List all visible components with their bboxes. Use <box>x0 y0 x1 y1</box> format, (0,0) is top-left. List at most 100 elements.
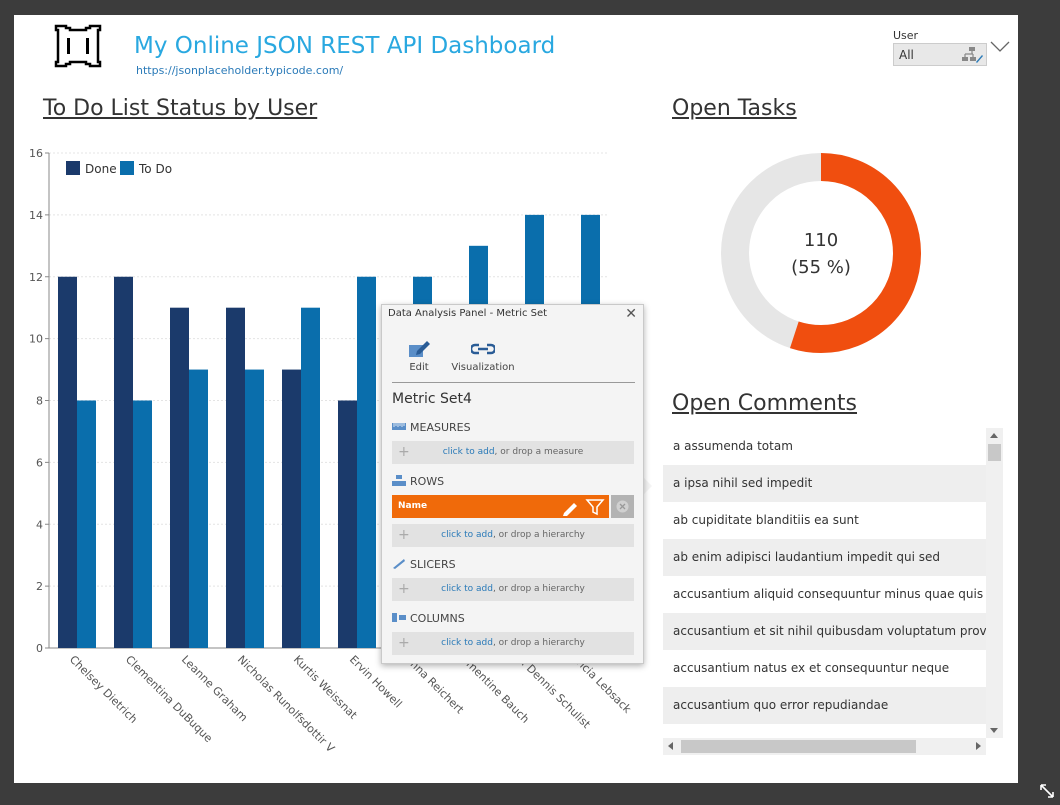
comments-list: a assumenda totam a ipsa nihil sed imped… <box>663 428 986 728</box>
rows-section-label: ROWS <box>392 475 444 488</box>
open-tasks-value: 110 <box>803 230 839 251</box>
x-tick-label: Nicholas Runolfsdottir V <box>235 653 337 755</box>
visualization-button[interactable]: Visualization <box>450 339 516 373</box>
columns-label: COLUMNS <box>410 612 465 625</box>
row-item-chip[interactable]: Name <box>392 495 609 518</box>
pencil-icon <box>563 503 577 516</box>
bar-done <box>114 276 133 648</box>
bar-to-do <box>357 276 376 648</box>
click-to-add-link[interactable]: click to add <box>442 447 495 457</box>
open-tasks-donut <box>721 153 921 353</box>
edit-button[interactable]: Edit <box>404 339 434 373</box>
user-filter-value: All <box>899 48 914 62</box>
click-to-add-link[interactable]: click to add <box>441 638 493 648</box>
drop-hint: , or drop a hierarchy <box>492 584 585 594</box>
list-item[interactable]: ab enim adipisci laudantium impedit qui … <box>663 539 986 576</box>
scroll-right-icon[interactable] <box>976 742 981 750</box>
panel-title: Data Analysis Panel - Metric Set <box>388 308 548 319</box>
panel-divider <box>392 382 635 383</box>
rows-drop-zone[interactable]: + click to add, or drop a hierarchy <box>392 524 634 547</box>
visualization-label: Visualization <box>451 362 515 373</box>
measures-section-label: MEASURES <box>392 421 471 434</box>
y-tick-label: 14 <box>29 209 43 222</box>
bar-done <box>226 307 245 648</box>
expand-icon[interactable] <box>1040 784 1054 798</box>
measures-drop-zone[interactable]: + click to add, or drop a measure <box>392 441 634 464</box>
scroll-thumb[interactable] <box>988 444 1001 461</box>
chevron-down-icon[interactable] <box>990 41 1010 53</box>
add-icon[interactable]: + <box>398 527 410 543</box>
api-logo-icon <box>54 24 102 68</box>
scroll-thumb[interactable] <box>681 740 916 753</box>
bar-done <box>170 307 189 648</box>
click-to-add-link[interactable]: click to add <box>441 530 493 540</box>
add-icon[interactable]: + <box>398 635 410 651</box>
measures-label: MEASURES <box>410 421 471 434</box>
drop-hint: , or drop a measure <box>494 447 584 457</box>
comments-horizontal-scrollbar[interactable] <box>663 738 986 755</box>
y-tick-label: 12 <box>29 271 43 284</box>
comments-vertical-scrollbar[interactable] <box>986 428 1003 738</box>
y-tick-label: 0 <box>36 642 43 655</box>
bar-to-do <box>77 400 96 648</box>
open-tasks-percent: (55 %) <box>791 257 851 278</box>
slicers-icon <box>393 559 405 569</box>
scroll-up-icon[interactable] <box>990 433 998 438</box>
legend-label: To Do <box>138 162 172 176</box>
add-icon[interactable]: + <box>398 581 410 597</box>
add-icon[interactable]: + <box>398 444 410 460</box>
y-tick-label: 16 <box>29 147 43 160</box>
y-tick-label: 10 <box>29 333 43 346</box>
drop-hint: , or drop a hierarchy <box>492 530 585 540</box>
list-item[interactable]: accusantium et sit nihil quibusdam volup… <box>663 613 986 650</box>
edit-icon <box>409 341 430 357</box>
list-item[interactable]: ab cupiditate blanditiis ea sunt <box>663 502 986 539</box>
scroll-down-icon[interactable] <box>990 728 998 733</box>
rows-icon <box>392 475 406 486</box>
api-url-link[interactable]: https://jsonplaceholder.typicode.com/ <box>136 64 344 77</box>
bar-to-do <box>189 369 208 648</box>
y-tick-label: 2 <box>36 580 43 593</box>
open-comments-title: Open Comments <box>672 391 858 416</box>
measures-icon <box>392 423 406 430</box>
remove-icon <box>616 500 629 513</box>
rows-label: ROWS <box>410 475 445 488</box>
hierarchy-edit-icon[interactable] <box>961 46 983 64</box>
list-item[interactable]: a ipsa nihil sed impedit <box>663 465 986 502</box>
bar-to-do <box>301 307 320 648</box>
drop-hint: , or drop a hierarchy <box>492 638 585 648</box>
user-filter-label: User <box>893 29 919 42</box>
todo-chart-title: To Do List Status by User <box>43 96 318 121</box>
remove-row-button[interactable] <box>611 495 634 518</box>
row-item-label: Name <box>398 501 428 511</box>
bar-done <box>282 369 301 648</box>
page-title: My Online JSON REST API Dashboard <box>134 33 556 59</box>
edit-label: Edit <box>409 362 429 373</box>
bar-to-do <box>133 400 152 648</box>
close-icon[interactable]: ✕ <box>625 306 637 322</box>
slicers-section-label: SLICERS <box>392 558 456 571</box>
filter-icon <box>585 499 605 516</box>
bar-done <box>58 276 77 648</box>
list-item[interactable]: a assumenda totam <box>663 428 986 465</box>
metric-set-name: Metric Set4 <box>392 391 472 407</box>
row-item-actions <box>563 499 605 516</box>
scroll-left-icon[interactable] <box>668 742 673 750</box>
list-item[interactable]: accusantium aliquid consequuntur minus q… <box>663 576 986 613</box>
columns-drop-zone[interactable]: + click to add, or drop a hierarchy <box>392 632 634 655</box>
list-item[interactable]: accusantium quo error repudiandae <box>663 687 986 724</box>
bar-to-do <box>245 369 264 648</box>
bar-done <box>338 400 357 648</box>
click-to-add-link[interactable]: click to add <box>441 584 493 594</box>
y-tick-label: 8 <box>36 395 43 408</box>
user-filter-select[interactable]: All <box>893 43 987 66</box>
legend-swatch <box>120 161 134 175</box>
y-tick-label: 6 <box>36 456 43 469</box>
visualization-icon <box>469 343 497 355</box>
list-item[interactable]: accusantium natus ex et consequuntur neq… <box>663 650 986 687</box>
columns-section-label: COLUMNS <box>392 612 465 625</box>
legend-swatch <box>66 161 80 175</box>
panel-pointer <box>643 477 652 495</box>
y-tick-label: 4 <box>36 518 43 531</box>
slicers-drop-zone[interactable]: + click to add, or drop a hierarchy <box>392 578 634 601</box>
